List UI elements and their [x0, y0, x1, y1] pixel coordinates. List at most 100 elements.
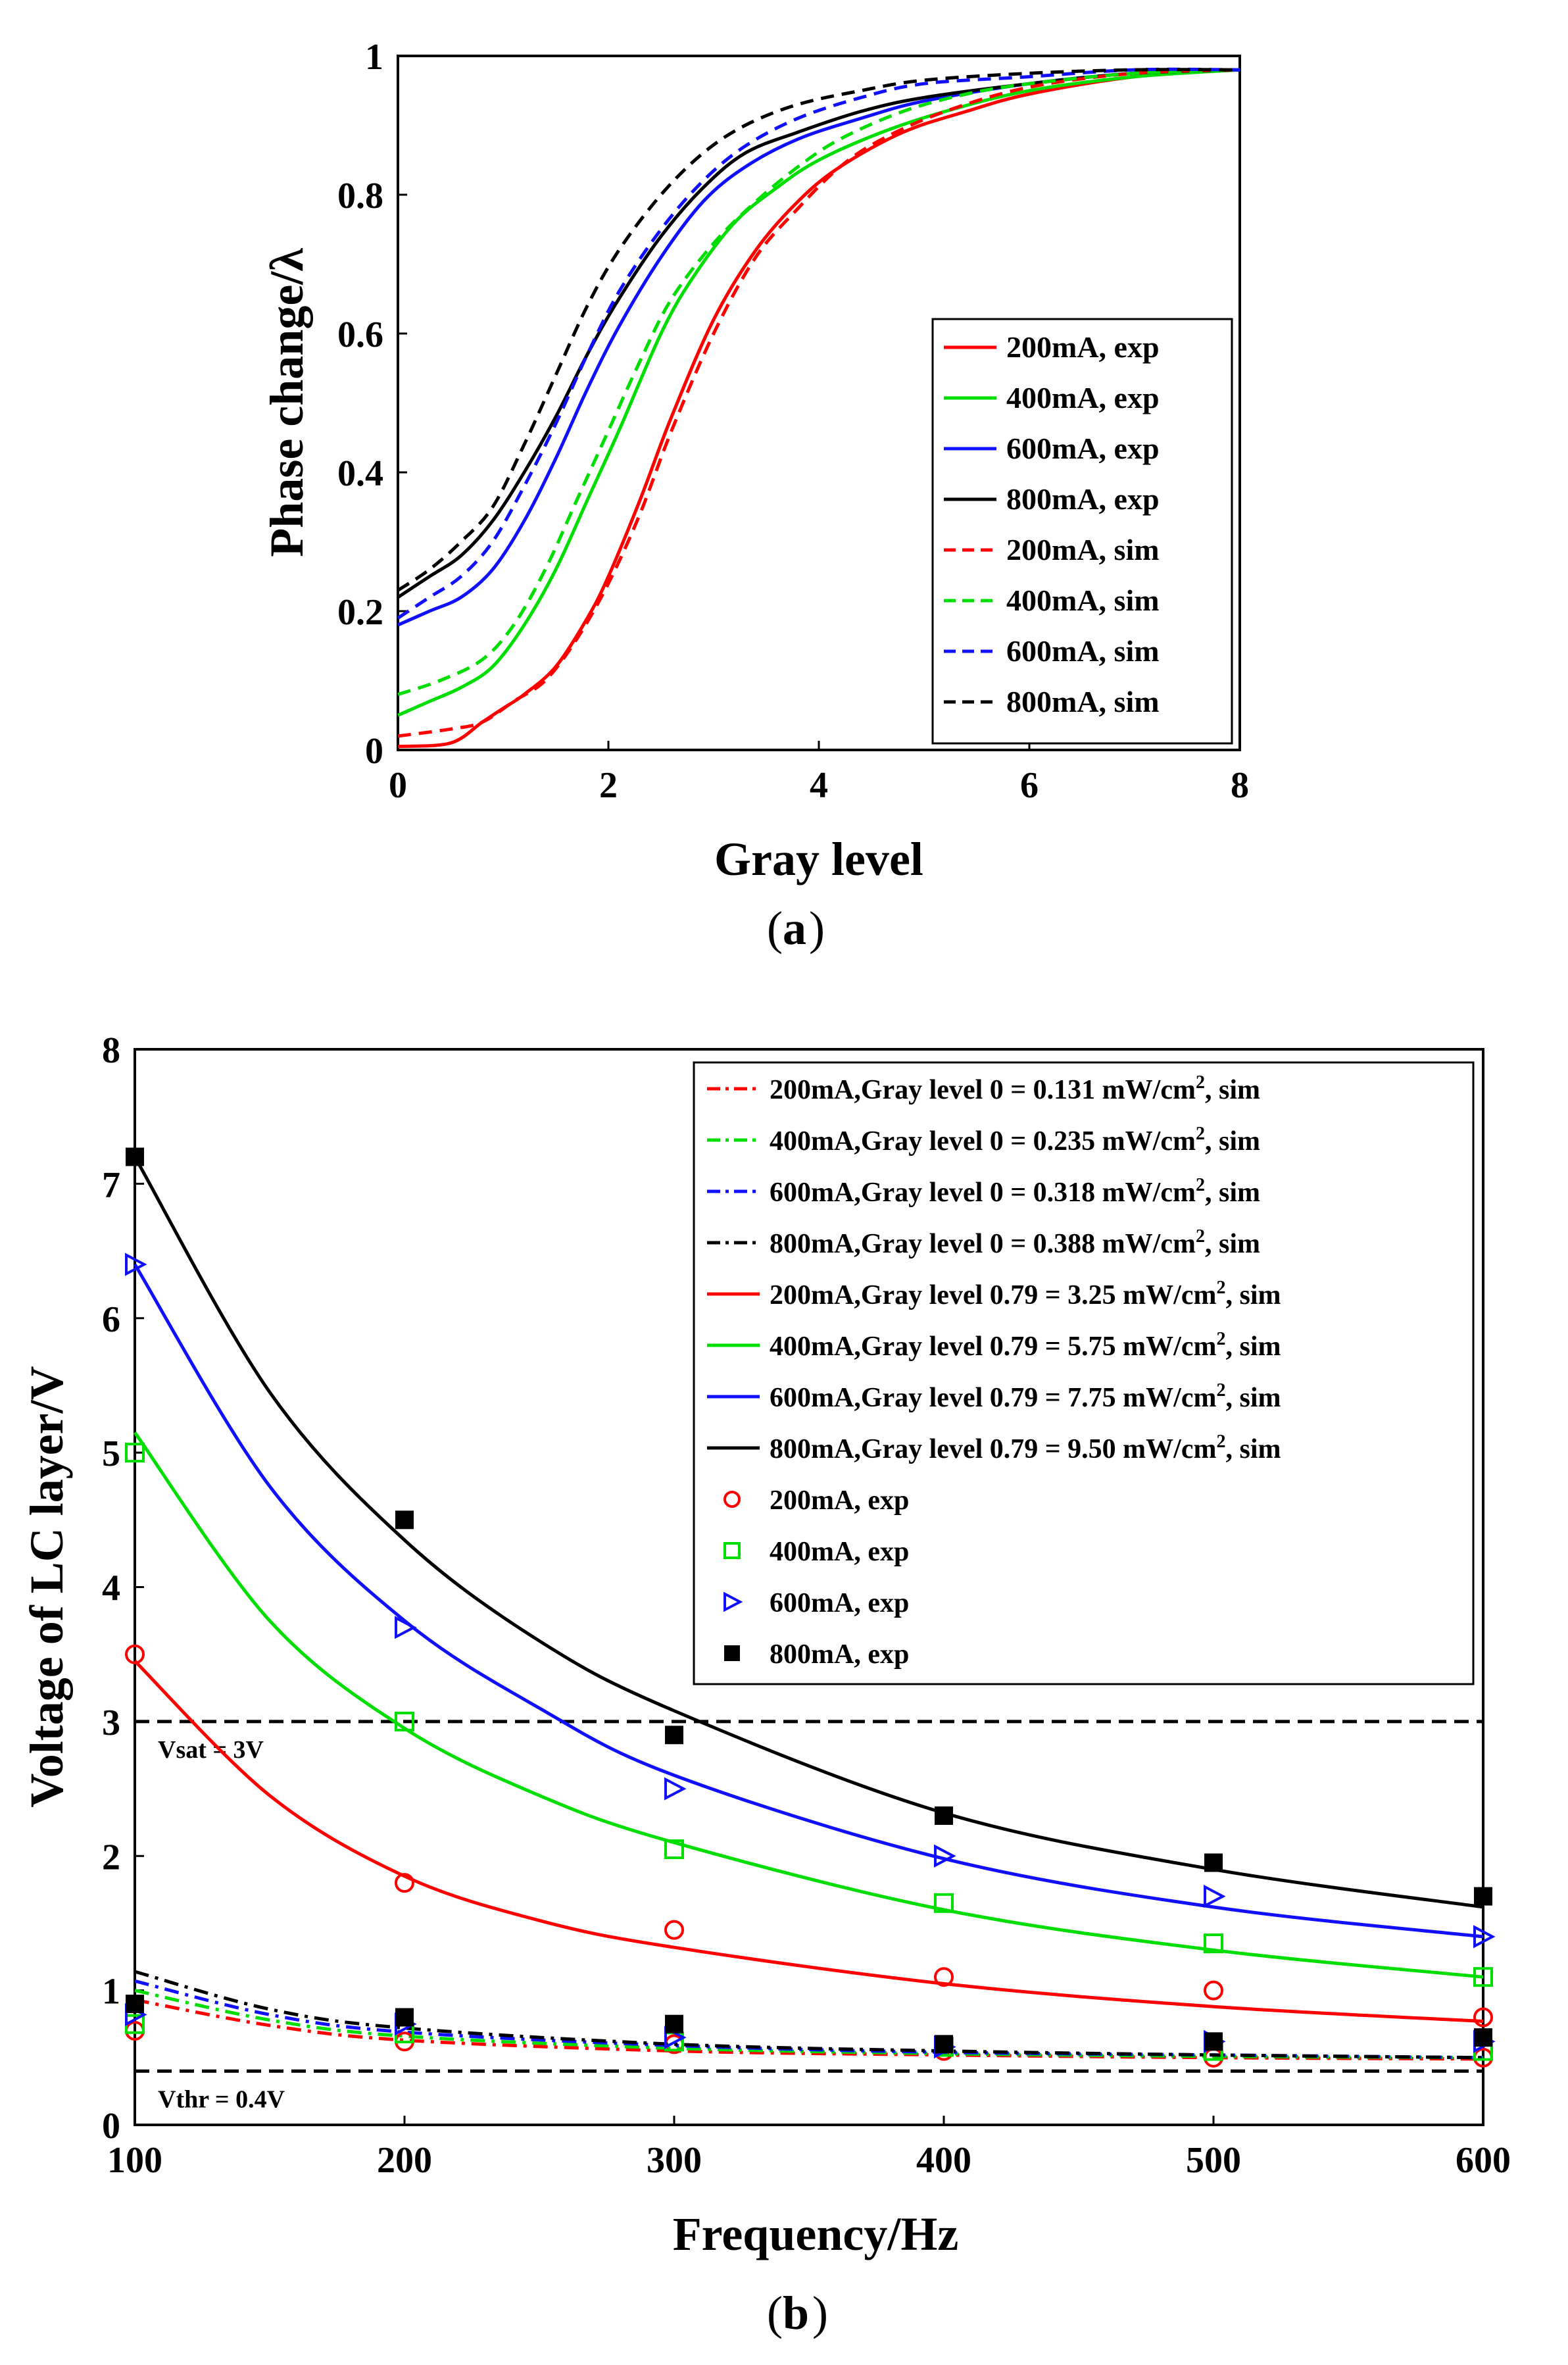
chart-a-legend-label: 200mA, exp [1006, 330, 1160, 364]
chart-b-legend: 200mA,Gray level 0 = 0.131 mW/cm2, sim 40… [693, 1061, 1475, 1685]
chart-b-point [1204, 1884, 1226, 1908]
chart-b-legend-label: 200mA, exp [770, 1485, 909, 1516]
chart-b-legend-label: 400mA,Gray level 0 = 0.235 mW/cm2, sim [770, 1124, 1260, 1157]
chart-b-xtick-label: 600 [1456, 2140, 1511, 2181]
chart-a-xtick-label: 6 [1020, 765, 1039, 806]
chart-b-legend-marker [724, 1645, 740, 1661]
chart-b-point [665, 2014, 683, 2033]
chart-b-legend-label: 600mA, exp [770, 1588, 909, 1618]
chart-b-legend-label: 600mA,Gray level 0.79 = 7.75 mW/cm2, sim [770, 1380, 1281, 1413]
chart-a-ytick-label: 0.4 [337, 453, 383, 494]
chart-a-xtick-label: 2 [599, 765, 618, 806]
chart-b-ytick-label: 0 [102, 2106, 120, 2147]
chart-a-ytick-label: 0.2 [337, 592, 383, 633]
chart-b-series-line [134, 1970, 1484, 2060]
chart-a-xtick-label: 0 [389, 765, 407, 806]
chart-a-xtick-label: 8 [1231, 765, 1249, 806]
chart-b-point [1473, 1925, 1496, 1949]
chart-a-caption-letter: a [783, 902, 806, 955]
chart-b-xtick-label: 300 [647, 2140, 702, 2181]
chart-b-ytick-label: 2 [102, 1837, 120, 1878]
chart-a-legend-label: 600mA, exp [1006, 432, 1160, 465]
chart-a-ylabel: Phase change/λ [260, 248, 313, 557]
chart-a-xtick-label: 4 [810, 765, 828, 806]
chart-a-legend-label: 800mA, exp [1006, 482, 1160, 516]
chart-b-point [125, 1443, 145, 1463]
chart-a-legend: 200mA, exp 400mA, exp 600mA, exp 800mA, exp… [931, 318, 1233, 745]
chart-a-legend-label: 400mA, exp [1006, 381, 1160, 414]
chart-b-series-line [134, 1660, 1484, 2024]
chart-a-legend-label: 800mA, sim [1006, 685, 1160, 718]
chart-b-point [934, 1844, 956, 1868]
chart-b-point [395, 1873, 414, 1893]
chart-b-point [395, 1616, 417, 1639]
chart-b-legend-label: 400mA,Gray level 0.79 = 5.75 mW/cm2, sim [770, 1329, 1281, 1362]
chart-b-ytick-label: 1 [102, 1972, 120, 2012]
chart-b-ytick-label: 3 [102, 1703, 120, 1743]
chart-b-xtick-label: 200 [377, 2140, 432, 2181]
chart-a-caption: ( [767, 902, 783, 955]
chart-b-point [934, 1893, 954, 1913]
chart-b-legend-label: 800mA,Gray level 0.79 = 9.50 mW/cm2, sim [770, 1431, 1281, 1464]
chart-a-series-line [397, 68, 1240, 592]
chart-b-xlabel: Frequency/Hz [673, 2208, 959, 2260]
chart-b-legend-marker [723, 1491, 741, 1508]
chart-b-point [935, 2035, 953, 2054]
chart-b-point [1204, 1933, 1223, 1954]
chart-b-point [395, 2008, 414, 2027]
chart-a-series-line [397, 68, 1240, 696]
chart-a-series-line [397, 68, 1240, 738]
chart-b-point [1204, 1853, 1223, 1872]
chart-b-point [1473, 2007, 1493, 2028]
chart-a-legend-label: 600mA, sim [1006, 634, 1160, 668]
chart-a-legend-label: 400mA, sim [1006, 584, 1160, 617]
chart-b-reference-label: Vthr = 0.4V [158, 2085, 285, 2113]
chart-b-caption: ( [767, 2287, 783, 2339]
chart-a-ytick-label: 0.8 [337, 176, 383, 216]
chart-b-legend-marker [723, 1542, 741, 1559]
chart-a: 0 2 4 6 8 0 0.2 0.4 0.6 0.8 1 Gray level Phase ch… [260, 37, 1249, 955]
chart-b-legend-label: 800mA,Gray level 0 = 0.388 mW/cm2, sim [770, 1226, 1260, 1259]
chart-a-caption-close: ) [809, 902, 825, 955]
chart-b-legend-label: 400mA, exp [770, 1537, 909, 1567]
chart-b-ylabel: Voltage of LC layer/V [20, 1366, 73, 1807]
chart-a-series-line [397, 67, 1240, 620]
chart-b-point [1473, 1967, 1493, 1987]
chart-b-series-line [133, 1156, 1484, 1909]
chart-b-point [125, 1253, 147, 1276]
chart-b-series-line [134, 1989, 1484, 2060]
chart-b-ytick-label: 4 [102, 1568, 120, 1609]
chart-b-legend-label: 600mA,Gray level 0 = 0.318 mW/cm2, sim [770, 1175, 1260, 1208]
chart-a-ytick-label: 0 [365, 731, 383, 772]
chart-b-ytick-label: 6 [102, 1299, 120, 1340]
chart-b-point [125, 1644, 145, 1664]
chart-b-series-line [133, 1431, 1484, 1979]
chart-a-xlabel: Gray level [714, 833, 923, 885]
chart-b-caption-close: ) [812, 2287, 828, 2339]
chart-b-xtick-label: 500 [1186, 2140, 1241, 2181]
chart-b-ytick-label: 5 [102, 1433, 120, 1474]
chart-b-point [1204, 2032, 1223, 2051]
chart-b-legend-label: 200mA,Gray level 0 = 0.131 mW/cm2, sim [770, 1072, 1260, 1105]
chart-b-point [1474, 2028, 1492, 2047]
chart-b-point [664, 1839, 684, 1860]
chart-b-ytick-label: 8 [102, 1030, 120, 1071]
chart-b-ytick-label: 7 [102, 1164, 120, 1205]
chart-b-point [1204, 1980, 1223, 2001]
chart-b-point [934, 1967, 954, 1987]
chart-b-point [935, 1806, 953, 1825]
chart-b-point [126, 1147, 144, 1166]
chart-a-legend-box [931, 318, 1233, 745]
chart-a-ytick-label: 0.6 [337, 314, 383, 355]
chart-b-point [395, 1711, 414, 1731]
chart-a-ytick-label: 1 [365, 37, 383, 78]
chart-b-xtick-label: 400 [916, 2140, 971, 2181]
chart-b-point [664, 1777, 687, 1801]
chart-b-caption-letter: b [783, 2287, 809, 2339]
chart-a-legend-label: 200mA, sim [1006, 533, 1160, 566]
chart-a-series-line [397, 68, 1240, 717]
chart-b-xtick-label: 100 [107, 2140, 162, 2181]
chart-b-legend-label: 200mA,Gray level 0.79 = 3.25 mW/cm2, sim [770, 1278, 1281, 1310]
